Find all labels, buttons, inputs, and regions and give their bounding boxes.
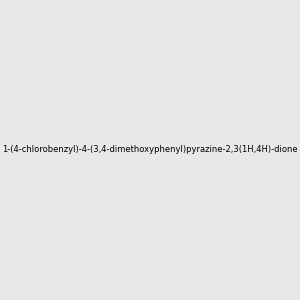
Text: 1-(4-chlorobenzyl)-4-(3,4-dimethoxyphenyl)pyrazine-2,3(1H,4H)-dione: 1-(4-chlorobenzyl)-4-(3,4-dimethoxypheny…: [2, 146, 298, 154]
